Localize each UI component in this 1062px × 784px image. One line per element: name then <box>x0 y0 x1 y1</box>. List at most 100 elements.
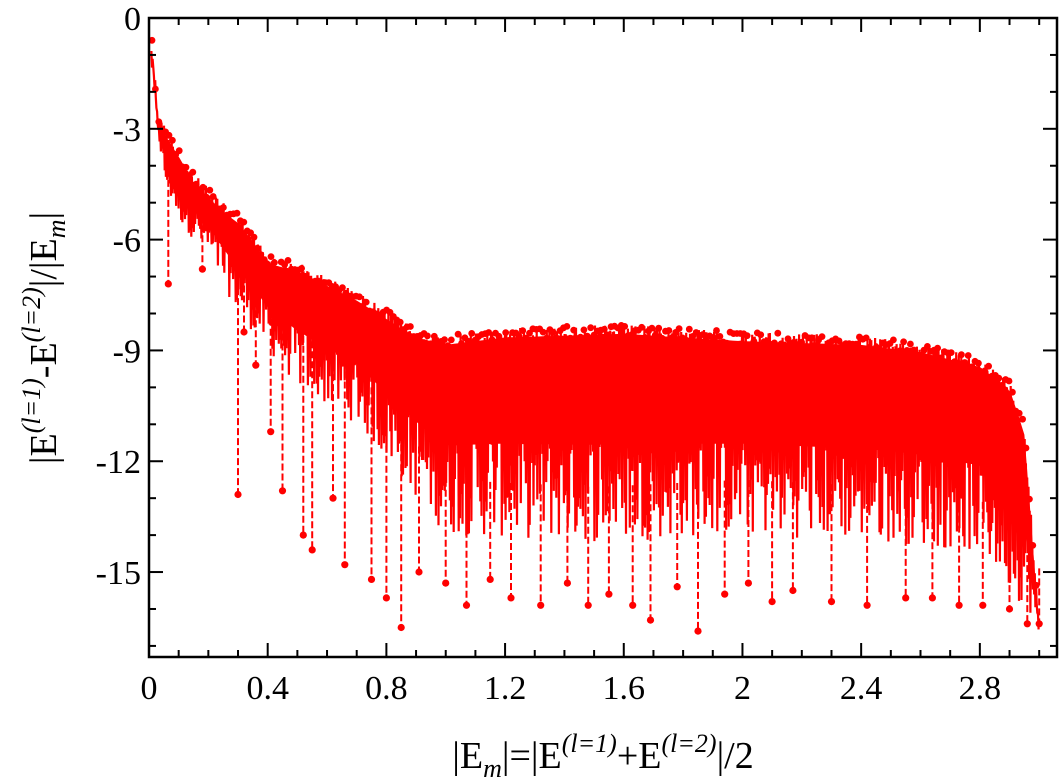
data-point <box>995 374 1003 382</box>
data-point <box>543 334 550 342</box>
y-axis-label: |E(l=1)-E(l=2)|/|Em| <box>17 212 71 464</box>
data-point-dip <box>507 594 515 602</box>
data-point <box>495 332 503 340</box>
y-label-mid: |/|E <box>23 238 65 287</box>
data-point <box>505 337 513 344</box>
data-point <box>771 339 778 347</box>
data-point <box>454 330 462 338</box>
data-point <box>781 342 788 350</box>
data-point-dip <box>563 579 572 587</box>
data-point-dip <box>486 575 494 584</box>
data-point <box>985 362 992 370</box>
data-point-dip <box>863 601 871 609</box>
data-point <box>757 331 765 339</box>
data-point-dip <box>278 487 287 495</box>
data-point <box>1015 409 1023 417</box>
data-layer <box>149 36 1043 635</box>
data-point-dip <box>267 428 275 436</box>
data-point <box>233 209 241 217</box>
data-point <box>577 333 584 341</box>
data-point-dip <box>537 601 545 609</box>
data-point-dip <box>768 598 776 606</box>
data-point-dip <box>673 583 681 591</box>
data-point <box>182 163 190 171</box>
data-point <box>192 180 200 188</box>
data-point <box>890 336 897 344</box>
data-point <box>981 368 989 376</box>
data-point <box>209 193 217 200</box>
data-point <box>464 337 472 345</box>
x-label-suffix: |/2 <box>717 735 754 777</box>
x-label-plus: +E <box>617 735 662 777</box>
data-point <box>685 325 693 333</box>
data-point-dip <box>902 594 910 602</box>
data-point <box>447 336 455 344</box>
data-point <box>917 351 924 359</box>
data-point <box>458 340 465 347</box>
data-point-dip <box>234 490 242 499</box>
data-point <box>583 332 591 340</box>
data-point-dip <box>928 594 937 602</box>
data-point <box>900 338 907 346</box>
data-point <box>934 344 941 352</box>
data-point <box>451 343 459 351</box>
data-point <box>743 332 751 340</box>
x-tick-label: 0.8 <box>365 670 408 707</box>
y-label-suffix: | <box>23 212 65 220</box>
data-point <box>430 332 438 340</box>
data-point-dip <box>1023 620 1031 628</box>
data-point-dip <box>329 494 337 502</box>
data-point <box>1022 444 1030 452</box>
data-point <box>998 381 1006 389</box>
data-point <box>424 332 431 340</box>
data-point <box>274 266 282 274</box>
data-point <box>580 326 588 334</box>
data-point <box>723 339 731 347</box>
x-tick-label: 2.8 <box>959 670 1002 707</box>
data-point <box>1032 581 1040 589</box>
data-point-dip <box>299 531 307 539</box>
data-point-dip <box>694 627 702 635</box>
y-label-sup1: (l=1) <box>17 378 46 433</box>
data-point <box>665 327 673 334</box>
data-point <box>339 284 346 291</box>
data-point <box>502 329 510 336</box>
data-point-dip <box>367 575 376 584</box>
data-point <box>604 331 612 339</box>
x-tick-label: 1.6 <box>603 670 646 707</box>
data-point <box>658 334 666 342</box>
ticks-layer: 0 0.4 0.8 1.2 1.6 2 2.4 2.8 0 -3 -6 -9 -12 -15 <box>96 1 1057 707</box>
data-point <box>811 342 819 349</box>
y-label-prefix: |E <box>23 433 65 464</box>
x-tick-label: 0.4 <box>246 670 289 707</box>
data-point <box>655 324 663 332</box>
data-point <box>468 330 476 337</box>
y-tick-label: -12 <box>96 444 141 481</box>
data-point <box>600 325 608 333</box>
x-label-mid: |=|E <box>502 735 562 777</box>
data-point-dip <box>164 280 172 288</box>
x-label-prefix: |E <box>452 735 483 777</box>
data-point <box>937 354 945 362</box>
data-point <box>254 244 261 252</box>
data-point-dip <box>827 598 836 606</box>
data-point-dip <box>605 590 613 598</box>
data-point <box>407 323 414 330</box>
data-point <box>250 233 258 241</box>
data-point <box>264 260 271 268</box>
data-point <box>155 118 163 126</box>
data-point <box>149 36 156 44</box>
y-tick-label: -6 <box>113 223 141 260</box>
data-point-dip <box>744 579 753 587</box>
data-point-dip <box>198 265 206 273</box>
data-point <box>396 318 404 326</box>
data-point <box>485 329 493 336</box>
x-axis-label: |Em|=|E(l=1)+E(l=2)|/2 <box>452 729 753 783</box>
data-point <box>910 346 918 354</box>
data-point <box>1019 415 1026 423</box>
data-point <box>152 85 159 93</box>
x-label-sup1: (l=1) <box>562 729 617 758</box>
data-point-dip <box>1005 605 1014 613</box>
data-point <box>947 349 955 356</box>
